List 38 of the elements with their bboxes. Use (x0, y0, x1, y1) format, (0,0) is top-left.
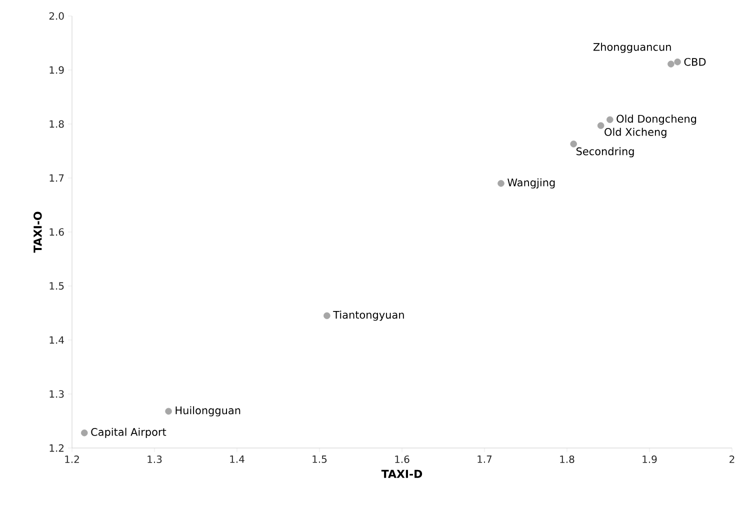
x-tick-label: 1.4 (230, 456, 244, 463)
point (606, 116, 614, 124)
y-tick-label: 1.7 (50, 174, 64, 182)
point (498, 180, 504, 187)
x-tick-label: 1.7 (478, 456, 492, 463)
x-tick-label: 1.2 (65, 455, 79, 463)
annotation: Tiantongyuan (333, 310, 404, 321)
x-tick-label: 1.5 (312, 456, 327, 463)
annotation: Huilongguan (176, 406, 240, 416)
point (165, 408, 172, 415)
annotation: Zhongguancun (593, 42, 671, 53)
annotation: CBD (684, 58, 706, 66)
x-tick-label: 1.8 (560, 455, 574, 464)
x-tick-label: 1.9 (642, 455, 657, 464)
point (597, 122, 604, 130)
point (668, 60, 674, 68)
point (324, 312, 330, 320)
annotation: Old Xicheng (604, 128, 666, 138)
point (80, 429, 88, 436)
point (570, 140, 577, 148)
x-tick-label: 1.3 (148, 455, 162, 464)
y-tick-label: 1.6 (50, 228, 64, 236)
annotation: Capital Airport (91, 428, 166, 438)
y-axis-title: TAXI-O (34, 212, 42, 253)
x-tick-label: 2 (730, 455, 734, 463)
y-tick-label: 2.0 (49, 12, 64, 20)
x-axis-title: TAXI-D (381, 470, 422, 478)
y-tick-label: 1.2 (50, 444, 64, 452)
point (674, 58, 681, 66)
annotation: Secondring (576, 147, 634, 158)
annotation: Wangjing (508, 178, 555, 188)
y-tick-label: 1.5 (50, 282, 64, 290)
y-tick-label: 1.3 (50, 390, 64, 398)
x-tick-label: 1.6 (395, 455, 410, 464)
y-tick-label: 1.9 (50, 66, 64, 74)
y-tick-label: 1.4 (50, 336, 64, 344)
y-tick-label: 1.8 (50, 120, 64, 128)
annotation: Old Dongcheng (616, 114, 696, 125)
